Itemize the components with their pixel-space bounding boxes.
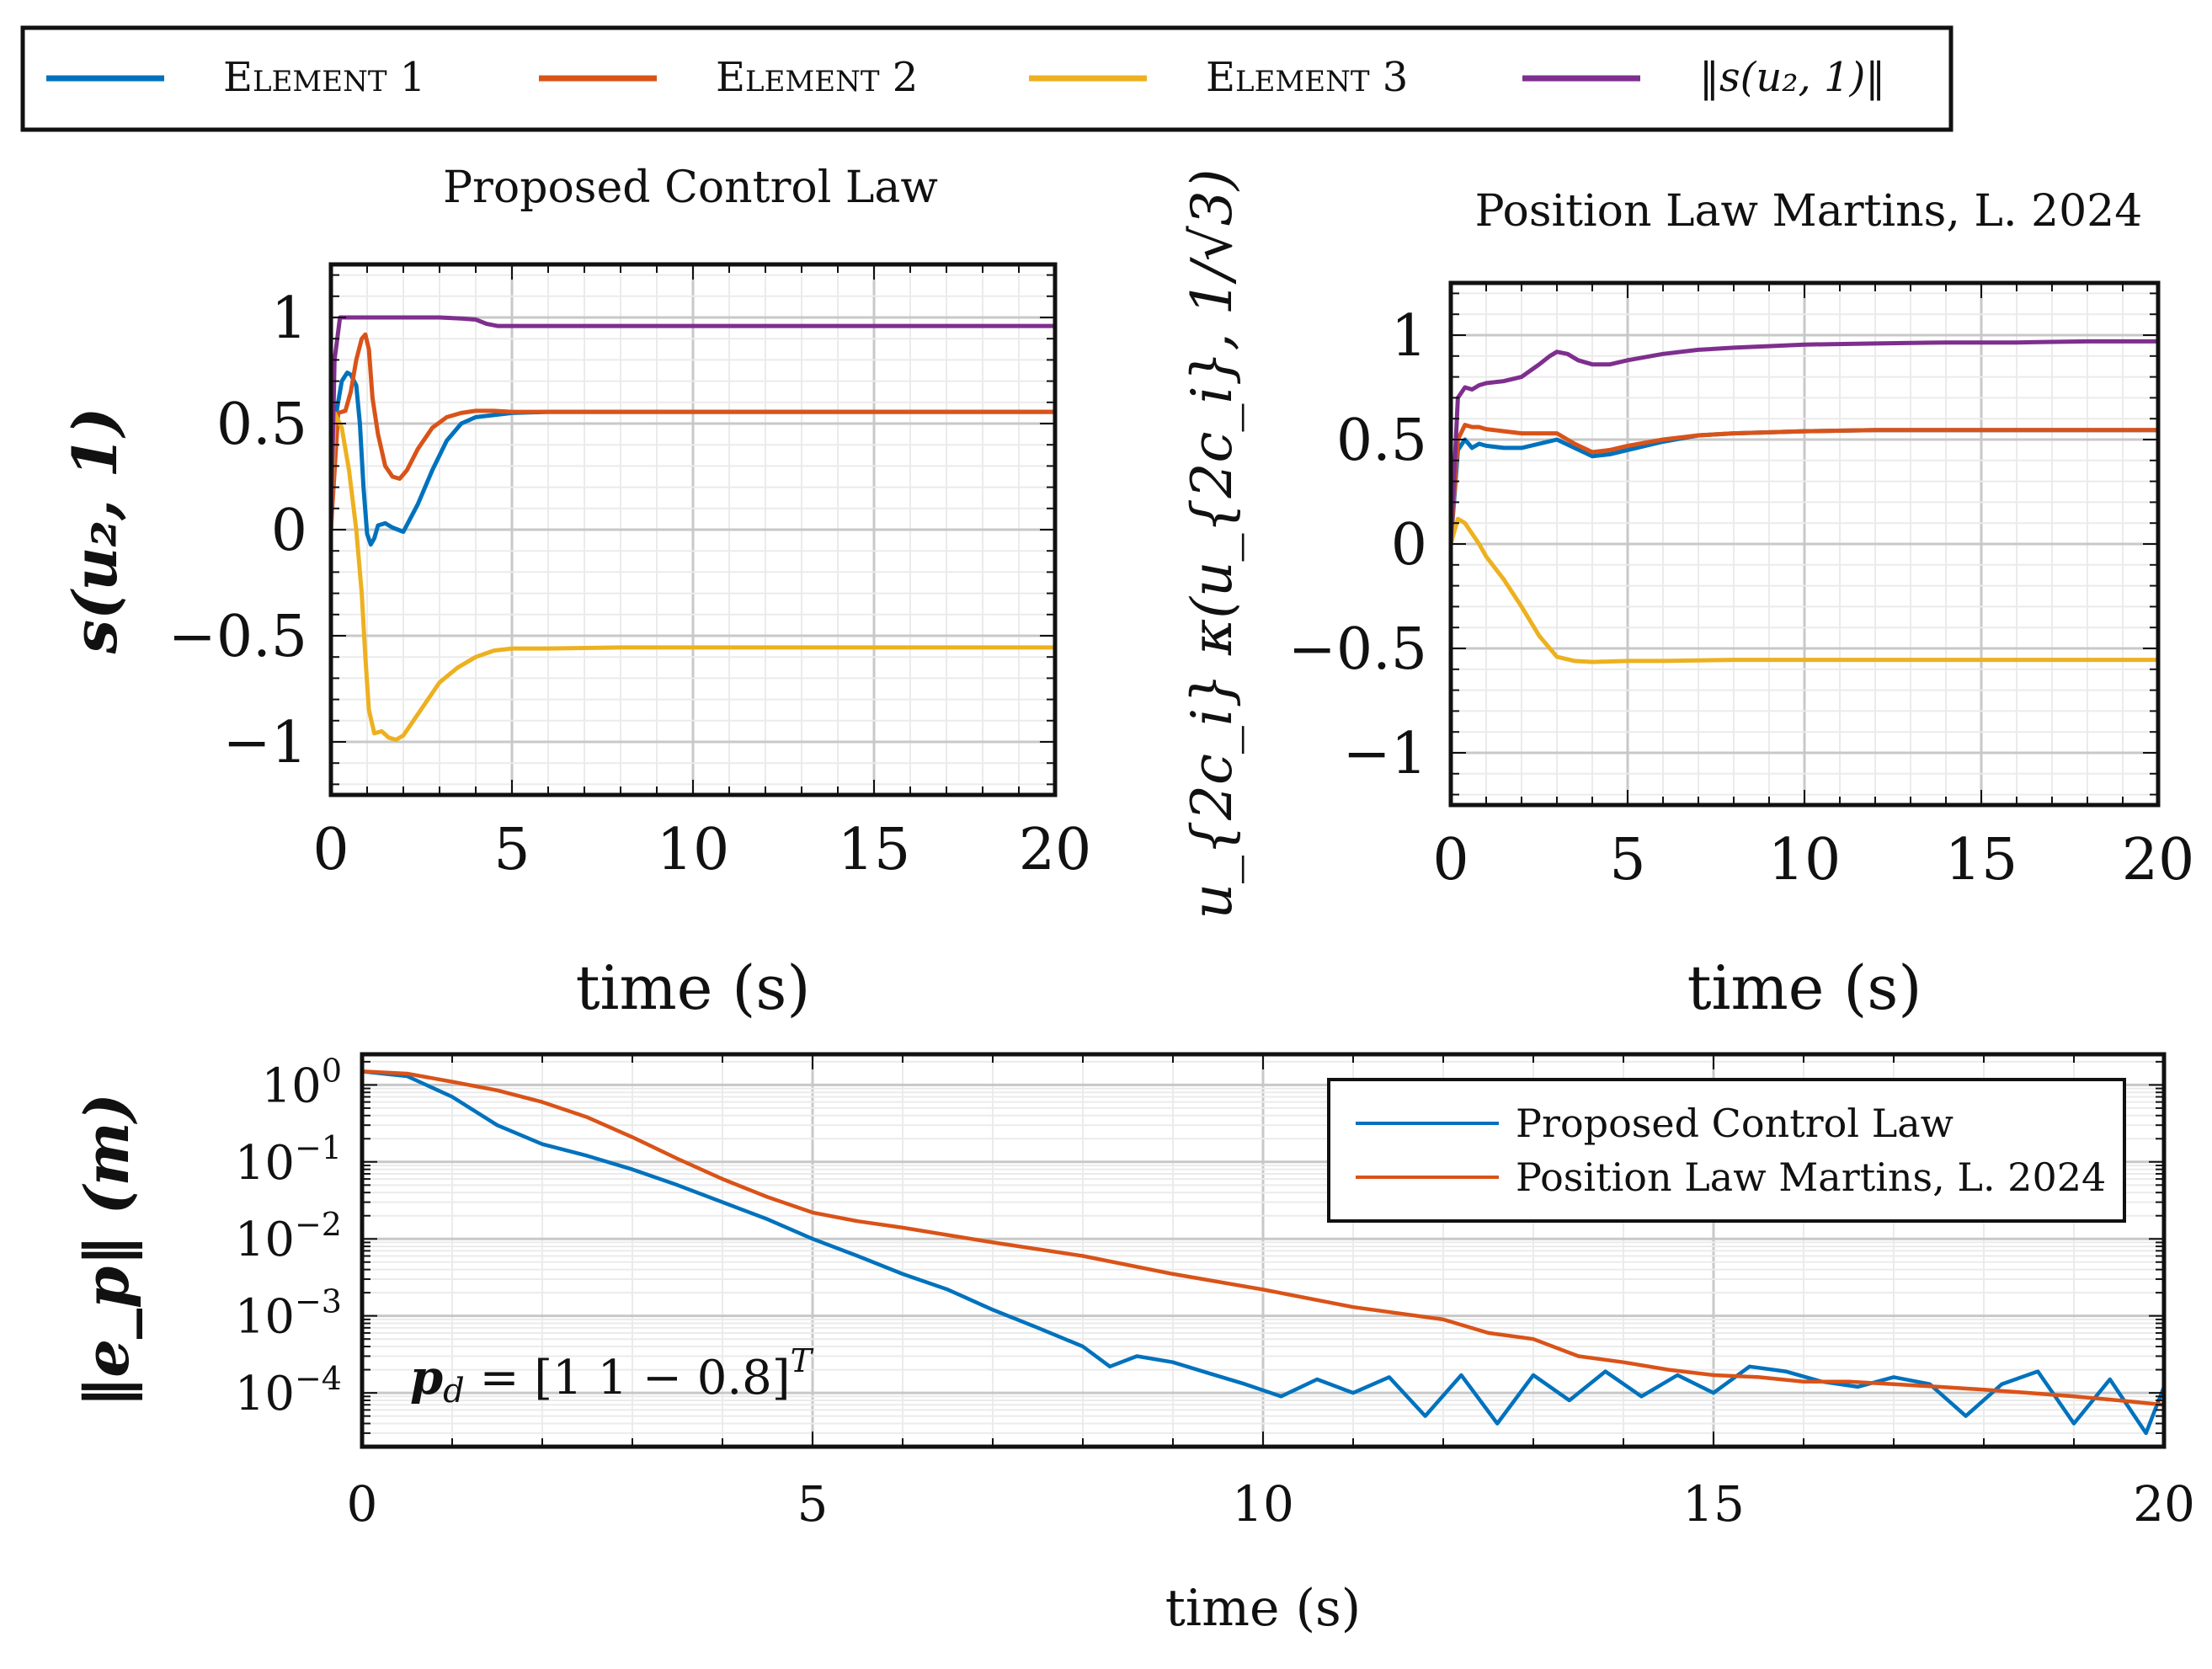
top-legend: Element 1 Element 2 Element 3 ‖s(u₂, 1)‖ [20,25,1953,132]
chart-c-annotation: pd = [1 1 − 0.8]T [410,1342,814,1410]
chart-b-ylabel: u_{2c_i} κ(u_{2c_i}, 1/√3) [1180,168,1245,919]
chart-a-ticks: 0 5 10 15 20 1 0.5 0 −0.5 −1 [168,264,1091,883]
series-line-3 [331,410,1055,742]
y-tick-label: 10−3 [235,1283,342,1345]
y-tick-label: 0.5 [216,392,307,458]
y-tick-exponent: 0 [322,1052,342,1089]
x-tick-label: 20 [1019,817,1092,883]
annotation-sup: T [791,1342,814,1379]
y-tick-label: −0.5 [1288,616,1427,683]
x-tick-label: 20 [2122,827,2195,893]
series-line-2 [1451,423,2158,545]
chart-a-grid [329,264,1057,795]
x-tick-label: 10 [657,817,730,883]
y-tick-label: 0.5 [1336,408,1427,474]
series-line-1 [362,1069,2164,1436]
chart-a-ylabel: s(u₂, 1) [59,408,131,655]
y-tick-label: 10−1 [235,1129,342,1191]
x-tick-label: 15 [1682,1475,1745,1533]
chart-c-series [362,1069,2164,1436]
x-tick-label: 5 [797,1475,829,1533]
legend-label-element-1: Element 1 [223,54,425,101]
chart-position-law: Position Law Martins, L. 2024 0 5 10 15 2010… [1180,168,2194,1023]
chart-c-legend-label-position: Position Law Martins, L. 2024 [1516,1154,2106,1200]
x-tick-label: 10 [1232,1475,1294,1533]
series-line-4 [1451,339,2158,545]
y-tick-label: 10−4 [235,1360,342,1421]
y-tick-label: 1 [1391,303,1427,370]
chart-c-ylabel: ‖e_p‖ (m) [71,1093,142,1408]
legend-label-element-3: Element 3 [1206,54,1408,101]
y-tick-base: 10 [235,1290,295,1345]
chart-a-xlabel: time (s) [576,952,811,1023]
y-tick-base: 10 [235,1367,295,1421]
chart-proposed-control-law: Proposed Control Law 0 5 10 15 20 1 0.5 0 −0.5 −1… [59,163,1091,1023]
y-tick-base: 10 [235,1213,295,1267]
x-tick-label: 5 [493,817,530,883]
chart-c-legend: Proposed Control Law Position Law Martin… [1327,1078,2126,1223]
x-tick-label: 10 [1768,827,1842,893]
annotation-vector: = [1 1 − 0.8] [465,1351,791,1405]
x-tick-label: 0 [1432,827,1468,893]
x-tick-label: 0 [347,1475,378,1533]
annotation-p: p [410,1350,443,1405]
y-tick-exponent: −2 [295,1206,342,1243]
x-tick-label: 5 [1609,827,1645,893]
x-tick-label: 15 [838,817,911,883]
chart-a-title: Proposed Control Law [443,163,938,213]
chart-c-legend-frame [1327,1078,2126,1223]
y-tick-label: −1 [1343,721,1427,787]
y-tick-label: −0.5 [168,604,307,670]
chart-b-series [1451,339,2158,664]
chart-c-xlabel: time (s) [1165,1579,1361,1638]
chart-b-title: Position Law Martins, L. 2024 [1475,186,2143,237]
x-tick-label: 15 [1945,827,2018,893]
y-tick-exponent: −1 [295,1129,342,1166]
y-tick-label: 1 [271,285,307,352]
chart-b-ticks: 0 5 10 15 20 1 0.5 0 −0.5 −1 [1288,283,2194,893]
series-line-3 [1451,516,2158,664]
annotation-sub: d [443,1372,465,1410]
y-tick-label: −1 [223,710,307,776]
y-tick-label: 100 [262,1052,342,1113]
legend-label-element-2: Element 2 [716,54,918,101]
y-tick-label: 0 [271,498,307,564]
y-tick-label: 0 [1391,512,1427,579]
legend-label-norm: ‖s(u₂, 1)‖ [1699,54,1885,101]
y-tick-exponent: −4 [295,1360,342,1397]
x-tick-label: 0 [312,817,349,883]
chart-b-grid [1449,283,2160,805]
series-line-2 [331,332,1055,531]
y-tick-base: 10 [235,1136,295,1191]
y-tick-exponent: −3 [295,1283,342,1320]
chart-b-xlabel: time (s) [1687,952,1922,1023]
y-tick-base: 10 [262,1058,322,1113]
chart-c-legend-label-proposed: Proposed Control Law [1516,1101,1953,1146]
series-line-2 [362,1069,2164,1407]
y-tick-label: 10−2 [235,1206,342,1267]
x-tick-label: 20 [2133,1475,2195,1533]
